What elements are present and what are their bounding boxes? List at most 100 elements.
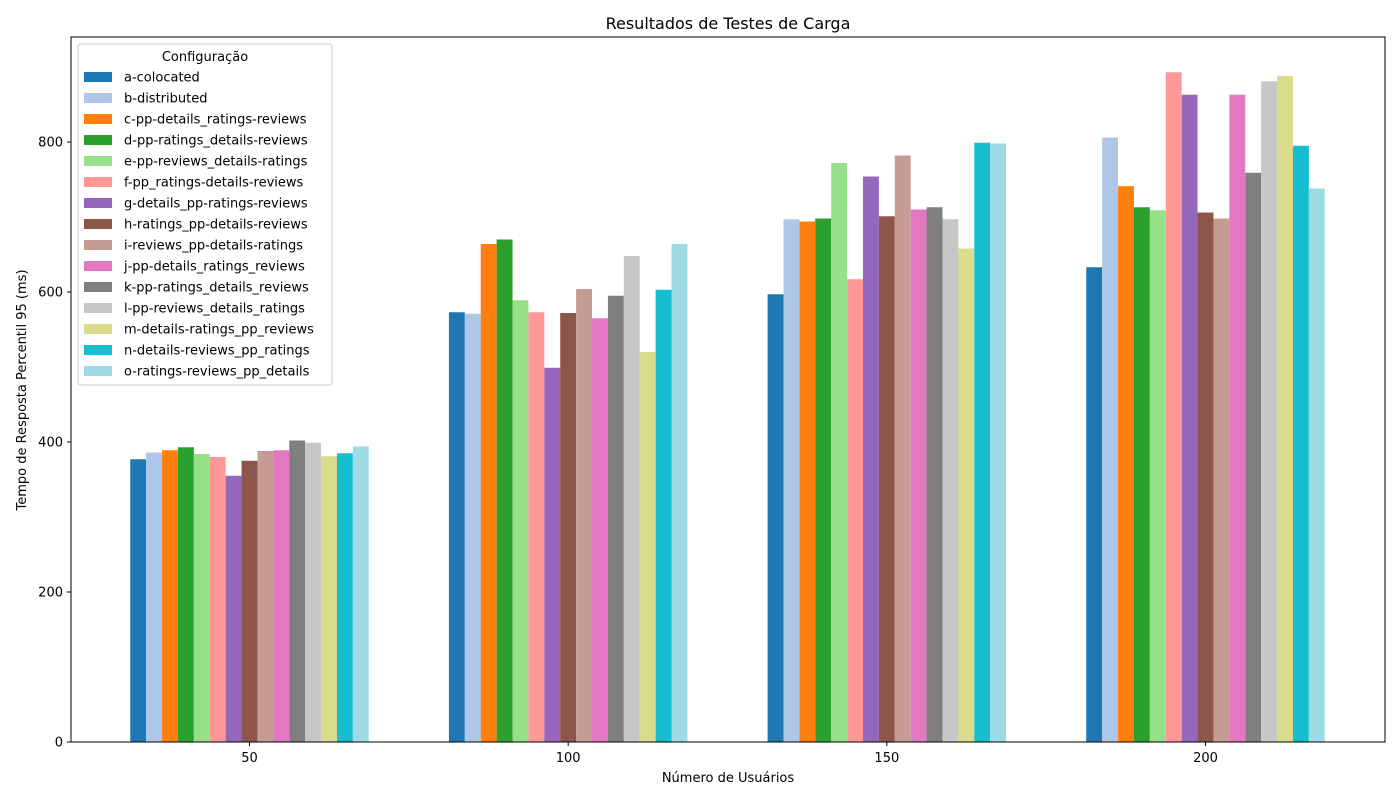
legend-label: i-reviews_pp-details-ratings bbox=[124, 239, 303, 254]
bar bbox=[193, 454, 210, 742]
legend-label: o-ratings-reviews_pp_details bbox=[124, 365, 310, 380]
bar bbox=[1181, 94, 1198, 742]
bar bbox=[496, 239, 513, 742]
bar bbox=[448, 312, 465, 742]
x-tick-label: 50 bbox=[241, 751, 258, 766]
x-tick-label: 100 bbox=[556, 751, 581, 766]
bar bbox=[1292, 145, 1309, 742]
bar bbox=[942, 219, 959, 742]
legend-label: g-details_pp-ratings-reviews bbox=[124, 197, 308, 212]
bar bbox=[241, 460, 258, 742]
legend-title: Configuração bbox=[162, 50, 248, 65]
legend-label: f-pp_ratings-details-reviews bbox=[124, 176, 304, 191]
legend-items: a-colocated b-distributed c-pp-details_rat… bbox=[84, 71, 314, 380]
legend-label: a-colocated bbox=[124, 71, 200, 86]
bar bbox=[831, 163, 848, 742]
bar bbox=[623, 256, 640, 742]
bar bbox=[655, 289, 672, 742]
y-tick-label: 600 bbox=[38, 286, 63, 301]
legend-swatch bbox=[84, 114, 112, 124]
bar bbox=[528, 312, 545, 742]
y-tick-label: 400 bbox=[38, 436, 63, 451]
bar bbox=[321, 456, 337, 742]
legend-label: m-details-ratings_pp_reviews bbox=[124, 323, 314, 338]
legend-swatch bbox=[84, 156, 112, 166]
bar bbox=[1149, 210, 1166, 742]
bar bbox=[910, 209, 927, 742]
plot-frame bbox=[70, 36, 1386, 743]
legend-label: j-pp-details_ratings_reviews bbox=[123, 260, 305, 275]
bar bbox=[146, 452, 163, 742]
bar bbox=[862, 176, 879, 742]
legend-swatch bbox=[84, 345, 112, 355]
bar bbox=[1245, 172, 1262, 742]
bar bbox=[1229, 94, 1246, 742]
bar bbox=[289, 440, 306, 742]
legend-swatch bbox=[84, 324, 112, 334]
x-axis-label: Número de Usuários bbox=[662, 771, 795, 786]
bar bbox=[162, 450, 178, 742]
bar bbox=[225, 475, 242, 742]
bar bbox=[767, 294, 784, 742]
bar bbox=[352, 446, 369, 742]
legend-swatch bbox=[84, 177, 112, 187]
bar bbox=[894, 155, 911, 742]
bar bbox=[576, 289, 593, 742]
bar bbox=[560, 313, 577, 742]
bar bbox=[958, 248, 975, 742]
y-tick-label: 800 bbox=[38, 136, 63, 151]
bar bbox=[1102, 137, 1119, 742]
bar bbox=[512, 300, 529, 742]
legend-swatch bbox=[84, 282, 112, 292]
bar bbox=[130, 459, 147, 742]
bar bbox=[273, 450, 290, 742]
x-tick-label: 200 bbox=[1193, 751, 1218, 766]
bars-layer bbox=[130, 72, 1325, 742]
legend: Configuração a-colocated b-distributed c-p… bbox=[77, 43, 333, 386]
x-axis: 50 100 150 200 bbox=[241, 742, 1218, 766]
bar bbox=[1133, 207, 1150, 742]
bar bbox=[990, 143, 1007, 742]
legend-label: e-pp-reviews_details-ratings bbox=[124, 155, 308, 170]
legend-label: d-pp-ratings_details-reviews bbox=[124, 134, 308, 149]
bar bbox=[799, 221, 816, 742]
legend-box bbox=[77, 43, 333, 386]
bar bbox=[1118, 186, 1134, 742]
legend-swatch bbox=[84, 303, 112, 313]
bar bbox=[544, 367, 561, 742]
bar bbox=[1086, 267, 1103, 742]
bar bbox=[1213, 218, 1230, 742]
y-axis-label: Tempo de Resposta Percentil 95 (ms) bbox=[15, 269, 30, 511]
bar bbox=[783, 219, 800, 742]
x-tick-label: 150 bbox=[874, 751, 899, 766]
bar bbox=[1277, 76, 1293, 742]
bar bbox=[480, 244, 497, 742]
legend-label: b-distributed bbox=[124, 92, 207, 107]
legend-swatch bbox=[84, 366, 112, 376]
bar bbox=[1197, 212, 1214, 742]
bar bbox=[607, 295, 624, 742]
bar bbox=[1308, 188, 1325, 742]
legend-label: h-ratings_pp-details-reviews bbox=[124, 218, 308, 233]
chart-title: Resultados de Testes de Carga bbox=[606, 14, 851, 33]
legend-swatch bbox=[84, 93, 112, 103]
bar bbox=[1261, 81, 1278, 742]
bar bbox=[336, 453, 353, 742]
legend-label: n-details-reviews_pp_ratings bbox=[124, 344, 310, 359]
bar bbox=[926, 207, 943, 742]
bar bbox=[671, 244, 688, 742]
bar bbox=[209, 457, 226, 742]
bar bbox=[639, 352, 656, 742]
bar bbox=[878, 216, 895, 742]
bar bbox=[974, 142, 991, 742]
bar bbox=[305, 442, 322, 742]
y-tick-label: 0 bbox=[55, 736, 63, 751]
legend-swatch bbox=[84, 261, 112, 271]
bar bbox=[815, 218, 832, 742]
y-tick-label: 200 bbox=[38, 586, 63, 601]
bar bbox=[464, 313, 481, 742]
bar bbox=[592, 318, 608, 742]
legend-swatch bbox=[84, 240, 112, 250]
